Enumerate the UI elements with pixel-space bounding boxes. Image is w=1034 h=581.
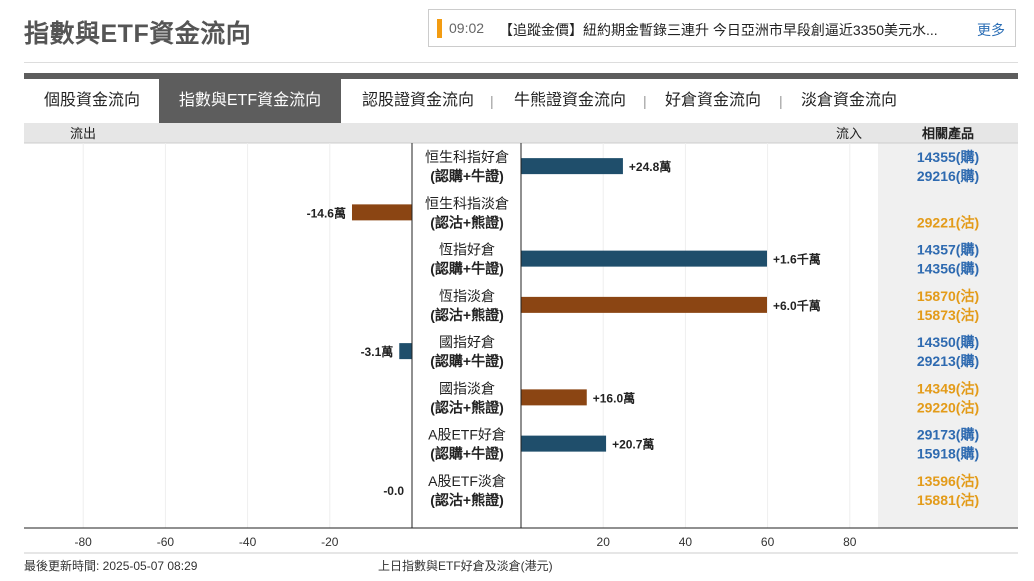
category-name: 國指淡倉 xyxy=(439,380,495,396)
products-column-bg xyxy=(878,143,1018,528)
flow-bar xyxy=(521,296,767,313)
tab-bar: 個股資金流向 指數與ETF資金流向 認股證資金流向 | 牛熊證資金流向 | 好倉… xyxy=(24,79,1018,123)
tab-short-flow[interactable]: 淡倉資金流向 xyxy=(801,92,898,109)
related-product-link[interactable]: 15870(沽) xyxy=(917,288,979,304)
inflow-header: 流入 xyxy=(836,126,862,141)
related-product-link[interactable]: 14350(購) xyxy=(917,334,979,350)
chart-row: A股ETF淡倉 (認沽+熊證) -0.0 13596(沽) 15881(沽) xyxy=(383,473,979,508)
category-subtitle: (認沽+熊證) xyxy=(430,214,504,230)
tab-long-flow[interactable]: 好倉資金流向 xyxy=(665,92,762,109)
x-tick-label: -20 xyxy=(321,535,339,549)
category-name: 國指好倉 xyxy=(439,334,495,350)
ticker-accent-bar xyxy=(437,19,442,38)
tab-cbbc-flow[interactable]: 牛熊證資金流向 xyxy=(514,92,627,109)
last-updated: 最後更新時間: 2025-05-07 08:29 xyxy=(24,559,198,573)
ticker-headline[interactable]: 【追蹤金價】紐約期金暫錄三連升 今日亞洲市早段創逼近3350美元水... xyxy=(499,22,938,38)
tab-separator: | xyxy=(643,93,647,109)
related-product-link[interactable]: 15873(沽) xyxy=(917,307,979,323)
x-tick-label: -60 xyxy=(157,535,175,549)
flow-bar xyxy=(521,435,607,452)
flow-bar xyxy=(521,158,623,175)
related-product-link[interactable]: 13596(沽) xyxy=(917,473,979,489)
chart-row: 恒生科指淡倉 (認沽+熊證) -14.6萬 29221(沽) xyxy=(307,195,979,230)
category-name: 恆指淡倉 xyxy=(439,288,495,304)
bar-value-label: +16.0萬 xyxy=(593,390,635,405)
ticker-more-link[interactable]: 更多 xyxy=(977,22,1005,38)
tab-strip-bar xyxy=(24,73,1018,79)
related-product-link[interactable]: 29221(沽) xyxy=(917,214,979,230)
chart-header-band xyxy=(24,123,1018,143)
chart-row: 恒生科指好倉 (認購+牛證) +24.8萬 14355(購) 29216(購) xyxy=(425,149,979,184)
category-name: A股ETF淡倉 xyxy=(428,473,506,489)
category-subtitle: (認購+牛證) xyxy=(430,353,504,369)
x-tick-label: 20 xyxy=(597,535,611,549)
bar-value-label: -0.0 xyxy=(383,484,404,498)
category-subtitle: (認購+牛證) xyxy=(430,168,504,184)
bar-value-label: +20.7萬 xyxy=(612,437,654,452)
category-subtitle: (認沽+熊證) xyxy=(430,307,504,323)
related-product-link[interactable]: 29213(購) xyxy=(917,353,979,369)
category-name: 恒生科指淡倉 xyxy=(425,195,509,211)
bar-value-label: -14.6萬 xyxy=(307,205,346,220)
ticker-time: 09:02 xyxy=(449,20,485,36)
category-name: A股ETF好倉 xyxy=(428,427,506,443)
bar-value-label: +1.6千萬 xyxy=(773,252,821,267)
x-tick-label: -80 xyxy=(75,535,93,549)
category-subtitle: (認沽+熊證) xyxy=(430,492,504,508)
related-product-link[interactable]: 14356(購) xyxy=(917,261,979,277)
tab-stock-flow[interactable]: 個股資金流向 xyxy=(44,92,141,109)
bar-value-label: -3.1萬 xyxy=(361,344,394,359)
flow-bar xyxy=(521,389,587,406)
related-product-link[interactable]: 14355(購) xyxy=(917,149,979,165)
flow-bar xyxy=(399,343,412,360)
related-product-link[interactable]: 29220(沽) xyxy=(917,399,979,415)
related-product-link[interactable]: 29216(購) xyxy=(917,168,979,184)
tab-warrant-flow[interactable]: 認股證資金流向 xyxy=(362,92,475,109)
x-tick-label: -40 xyxy=(239,535,257,549)
tab-index-etf-flow[interactable]: 指數與ETF資金流向 xyxy=(159,79,341,123)
page-title: 指數與ETF資金流向 xyxy=(24,20,252,48)
related-product-link[interactable]: 15918(購) xyxy=(917,446,979,462)
products-header: 相關產品 xyxy=(922,126,974,141)
chart-rows: 恒生科指好倉 (認購+牛證) +24.8萬 14355(購) 29216(購) 恒生科指淡… xyxy=(307,149,979,508)
related-product-link[interactable]: 15881(沽) xyxy=(917,492,979,508)
related-product-link[interactable]: 14349(沽) xyxy=(917,380,979,396)
chart-caption: 上日指數與ETF好倉及淡倉(港元) xyxy=(378,559,553,573)
related-product-link[interactable]: 29173(購) xyxy=(917,427,979,443)
x-axis-ticks: -80 -60 -40 -20 20 40 60 80 xyxy=(75,535,857,549)
category-subtitle: (認購+牛證) xyxy=(430,446,504,462)
news-ticker[interactable]: 09:02 【追蹤金價】紐約期金暫錄三連升 今日亞洲市早段創逼近3350美元水.… xyxy=(428,9,1016,47)
x-tick-label: 40 xyxy=(679,535,693,549)
tab-separator: | xyxy=(779,93,783,109)
chart-row: 國指好倉 (認購+牛證) -3.1萬 14350(購) 29213(購) xyxy=(361,334,980,369)
category-name: 恆指好倉 xyxy=(439,242,495,258)
chart-row: A股ETF好倉 (認購+牛證) +20.7萬 29173(購) 15918(購) xyxy=(428,427,979,462)
header-divider xyxy=(24,62,1018,63)
bar-value-label: +6.0千萬 xyxy=(773,298,821,313)
x-tick-label: 80 xyxy=(843,535,857,549)
tab-separator: | xyxy=(490,93,494,109)
outflow-header: 流出 xyxy=(70,126,96,141)
bar-value-label: +24.8萬 xyxy=(629,159,671,174)
category-subtitle: (認購+牛證) xyxy=(430,261,504,277)
chart-row: 國指淡倉 (認沽+熊證) +16.0萬 14349(沽) 29220(沽) xyxy=(430,380,979,415)
related-product-link[interactable]: 14357(購) xyxy=(917,242,979,258)
category-name: 恒生科指好倉 xyxy=(425,149,509,165)
chart-row: 恆指好倉 (認購+牛證) +1.6千萬 14357(購) 14356(購) xyxy=(430,242,979,277)
category-subtitle: (認沽+熊證) xyxy=(430,399,504,415)
grid-lines xyxy=(82,143,851,528)
chart-row: 恆指淡倉 (認沽+熊證) +6.0千萬 15870(沽) 15873(沽) xyxy=(430,288,979,323)
flow-bar xyxy=(351,204,412,221)
flow-bar xyxy=(521,250,767,267)
x-tick-label: 60 xyxy=(761,535,775,549)
